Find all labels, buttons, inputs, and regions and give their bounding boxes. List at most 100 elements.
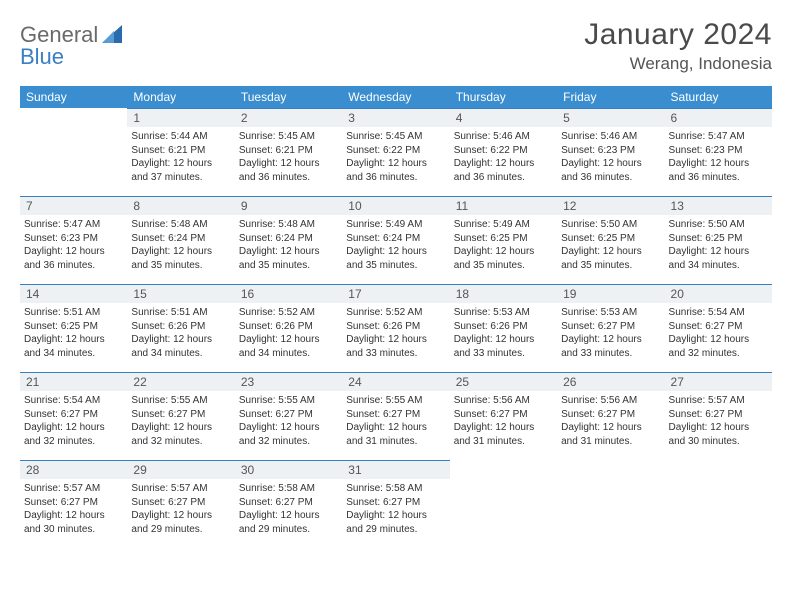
day-details: Sunrise: 5:56 AMSunset: 6:27 PMDaylight:… (450, 391, 557, 452)
weekday-header: Sunday (20, 86, 127, 108)
day-details: Sunrise: 5:46 AMSunset: 6:23 PMDaylight:… (557, 127, 664, 188)
day-details: Sunrise: 5:53 AMSunset: 6:26 PMDaylight:… (450, 303, 557, 364)
calendar-cell: 6Sunrise: 5:47 AMSunset: 6:23 PMDaylight… (665, 108, 772, 196)
day-details: Sunrise: 5:57 AMSunset: 6:27 PMDaylight:… (127, 479, 234, 540)
day-number: 23 (235, 372, 342, 391)
day-number: 1 (127, 108, 234, 127)
calendar-week-row: 21Sunrise: 5:54 AMSunset: 6:27 PMDayligh… (20, 372, 772, 460)
day-details: Sunrise: 5:48 AMSunset: 6:24 PMDaylight:… (127, 215, 234, 276)
calendar-cell: 7Sunrise: 5:47 AMSunset: 6:23 PMDaylight… (20, 196, 127, 284)
day-number: 15 (127, 284, 234, 303)
weekday-header: Friday (557, 86, 664, 108)
day-details: Sunrise: 5:48 AMSunset: 6:24 PMDaylight:… (235, 215, 342, 276)
calendar-cell: 17Sunrise: 5:52 AMSunset: 6:26 PMDayligh… (342, 284, 449, 372)
day-number: 10 (342, 196, 449, 215)
calendar-cell: 22Sunrise: 5:55 AMSunset: 6:27 PMDayligh… (127, 372, 234, 460)
day-details: Sunrise: 5:55 AMSunset: 6:27 PMDaylight:… (342, 391, 449, 452)
day-details: Sunrise: 5:54 AMSunset: 6:27 PMDaylight:… (665, 303, 772, 364)
calendar-week-row: 28Sunrise: 5:57 AMSunset: 6:27 PMDayligh… (20, 460, 772, 548)
day-number: 8 (127, 196, 234, 215)
calendar-cell: 23Sunrise: 5:55 AMSunset: 6:27 PMDayligh… (235, 372, 342, 460)
calendar-cell: 26Sunrise: 5:56 AMSunset: 6:27 PMDayligh… (557, 372, 664, 460)
day-details: Sunrise: 5:45 AMSunset: 6:22 PMDaylight:… (342, 127, 449, 188)
day-number: 2 (235, 108, 342, 127)
calendar-cell (557, 460, 664, 548)
day-number: 30 (235, 460, 342, 479)
calendar-cell: 20Sunrise: 5:54 AMSunset: 6:27 PMDayligh… (665, 284, 772, 372)
day-number: 4 (450, 108, 557, 127)
day-number: 12 (557, 196, 664, 215)
day-details: Sunrise: 5:52 AMSunset: 6:26 PMDaylight:… (342, 303, 449, 364)
day-details: Sunrise: 5:47 AMSunset: 6:23 PMDaylight:… (665, 127, 772, 188)
day-details: Sunrise: 5:55 AMSunset: 6:27 PMDaylight:… (235, 391, 342, 452)
day-details: Sunrise: 5:54 AMSunset: 6:27 PMDaylight:… (20, 391, 127, 452)
calendar-cell: 1Sunrise: 5:44 AMSunset: 6:21 PMDaylight… (127, 108, 234, 196)
day-details: Sunrise: 5:45 AMSunset: 6:21 PMDaylight:… (235, 127, 342, 188)
calendar-cell: 9Sunrise: 5:48 AMSunset: 6:24 PMDaylight… (235, 196, 342, 284)
calendar-cell: 15Sunrise: 5:51 AMSunset: 6:26 PMDayligh… (127, 284, 234, 372)
day-number: 26 (557, 372, 664, 391)
day-number: 29 (127, 460, 234, 479)
calendar-cell: 21Sunrise: 5:54 AMSunset: 6:27 PMDayligh… (20, 372, 127, 460)
day-details: Sunrise: 5:57 AMSunset: 6:27 PMDaylight:… (20, 479, 127, 540)
day-number: 20 (665, 284, 772, 303)
calendar-cell: 24Sunrise: 5:55 AMSunset: 6:27 PMDayligh… (342, 372, 449, 460)
day-details: Sunrise: 5:58 AMSunset: 6:27 PMDaylight:… (342, 479, 449, 540)
day-number: 13 (665, 196, 772, 215)
day-details: Sunrise: 5:50 AMSunset: 6:25 PMDaylight:… (665, 215, 772, 276)
day-number: 9 (235, 196, 342, 215)
day-details: Sunrise: 5:58 AMSunset: 6:27 PMDaylight:… (235, 479, 342, 540)
day-details: Sunrise: 5:49 AMSunset: 6:24 PMDaylight:… (342, 215, 449, 276)
weekday-header: Saturday (665, 86, 772, 108)
calendar-cell (450, 460, 557, 548)
weekday-header: Monday (127, 86, 234, 108)
day-details: Sunrise: 5:56 AMSunset: 6:27 PMDaylight:… (557, 391, 664, 452)
calendar-cell: 8Sunrise: 5:48 AMSunset: 6:24 PMDaylight… (127, 196, 234, 284)
day-number: 7 (20, 196, 127, 215)
calendar-cell: 31Sunrise: 5:58 AMSunset: 6:27 PMDayligh… (342, 460, 449, 548)
calendar-cell: 10Sunrise: 5:49 AMSunset: 6:24 PMDayligh… (342, 196, 449, 284)
page-header: General January 2024 Werang, Indonesia (20, 18, 772, 74)
day-number: 28 (20, 460, 127, 479)
day-details: Sunrise: 5:50 AMSunset: 6:25 PMDaylight:… (557, 215, 664, 276)
title-block: January 2024 Werang, Indonesia (584, 18, 772, 74)
day-number: 31 (342, 460, 449, 479)
day-number: 16 (235, 284, 342, 303)
calendar-week-row: 7Sunrise: 5:47 AMSunset: 6:23 PMDaylight… (20, 196, 772, 284)
calendar-body: 1Sunrise: 5:44 AMSunset: 6:21 PMDaylight… (20, 108, 772, 548)
day-details: Sunrise: 5:47 AMSunset: 6:23 PMDaylight:… (20, 215, 127, 276)
calendar-week-row: 14Sunrise: 5:51 AMSunset: 6:25 PMDayligh… (20, 284, 772, 372)
calendar-cell: 13Sunrise: 5:50 AMSunset: 6:25 PMDayligh… (665, 196, 772, 284)
weekday-header: Thursday (450, 86, 557, 108)
weekday-header: Wednesday (342, 86, 449, 108)
day-number: 19 (557, 284, 664, 303)
calendar-cell: 12Sunrise: 5:50 AMSunset: 6:25 PMDayligh… (557, 196, 664, 284)
calendar-cell: 14Sunrise: 5:51 AMSunset: 6:25 PMDayligh… (20, 284, 127, 372)
calendar-cell: 11Sunrise: 5:49 AMSunset: 6:25 PMDayligh… (450, 196, 557, 284)
location-label: Werang, Indonesia (584, 54, 772, 74)
day-number: 5 (557, 108, 664, 127)
calendar-cell: 19Sunrise: 5:53 AMSunset: 6:27 PMDayligh… (557, 284, 664, 372)
calendar-cell: 4Sunrise: 5:46 AMSunset: 6:22 PMDaylight… (450, 108, 557, 196)
calendar-table: SundayMondayTuesdayWednesdayThursdayFrid… (20, 86, 772, 548)
calendar-cell (20, 108, 127, 196)
calendar-cell: 18Sunrise: 5:53 AMSunset: 6:26 PMDayligh… (450, 284, 557, 372)
day-details: Sunrise: 5:52 AMSunset: 6:26 PMDaylight:… (235, 303, 342, 364)
day-number: 21 (20, 372, 127, 391)
calendar-header-row: SundayMondayTuesdayWednesdayThursdayFrid… (20, 86, 772, 108)
weekday-header: Tuesday (235, 86, 342, 108)
day-number: 24 (342, 372, 449, 391)
calendar-cell: 28Sunrise: 5:57 AMSunset: 6:27 PMDayligh… (20, 460, 127, 548)
calendar-cell: 2Sunrise: 5:45 AMSunset: 6:21 PMDaylight… (235, 108, 342, 196)
day-number: 22 (127, 372, 234, 391)
day-details: Sunrise: 5:51 AMSunset: 6:25 PMDaylight:… (20, 303, 127, 364)
day-number: 3 (342, 108, 449, 127)
day-number: 27 (665, 372, 772, 391)
day-number: 6 (665, 108, 772, 127)
day-details: Sunrise: 5:46 AMSunset: 6:22 PMDaylight:… (450, 127, 557, 188)
day-number: 14 (20, 284, 127, 303)
calendar-cell: 5Sunrise: 5:46 AMSunset: 6:23 PMDaylight… (557, 108, 664, 196)
day-number: 18 (450, 284, 557, 303)
month-title: January 2024 (584, 18, 772, 52)
calendar-cell: 3Sunrise: 5:45 AMSunset: 6:22 PMDaylight… (342, 108, 449, 196)
